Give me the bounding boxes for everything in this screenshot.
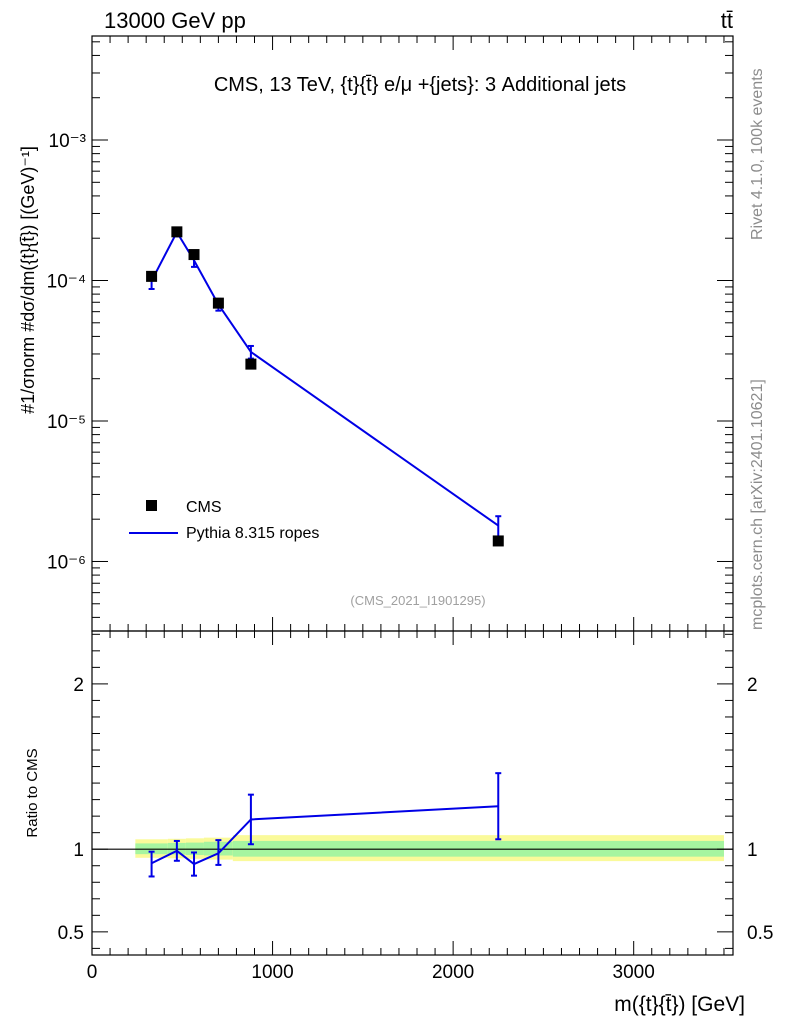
ratio-ytick-labels: 0.5 0.5 1 1 2 2 [58, 675, 774, 944]
header-left: 13000 GeV pp [104, 8, 246, 33]
ratio-panel-frame [91, 630, 734, 956]
top-y-axis-label: #1/σnorm #dσ/dm({t}{t̄}) [(GeV)⁻¹] [18, 146, 38, 414]
top-ytick-label: 10⁻⁵ [47, 412, 86, 433]
x-tick-label: 3000 [613, 962, 655, 983]
top-ticks [91, 36, 733, 631]
x-tick-labels: 0 1000 2000 3000 [87, 962, 655, 983]
cms-data-point [245, 358, 257, 370]
ratio-mc-line [151, 805, 499, 866]
ratio-ytick-label-left: 2 [73, 675, 84, 696]
ratio-ytick-label-right: 0.5 [747, 923, 773, 944]
cms-data-point [171, 226, 183, 238]
ratio-ytick-label-right: 1 [747, 840, 758, 861]
ratio-ytick-label-left: 0.5 [58, 923, 84, 944]
ratio-y-axis-label: Ratio to CMS [24, 748, 41, 837]
top-series [146, 226, 504, 547]
x-tick-label: 0 [87, 962, 98, 983]
ratio-band [135, 835, 724, 862]
legend-cms-label: CMS [186, 499, 222, 516]
ratio-ytick-label-left: 1 [73, 840, 84, 861]
top-ytick-label: 10⁻³ [49, 131, 87, 152]
legend: CMS Pythia 8.315 ropes [129, 499, 319, 542]
mc-line [150, 230, 499, 527]
top-ytick-label: 10⁻⁴ [47, 272, 86, 293]
ratio-panel: 0.5 0.5 1 1 2 2 0 1000 2000 3000 Ratio to CMS m(… [24, 630, 774, 1016]
ratio-ytick-label-right: 2 [747, 675, 758, 696]
top-ytick-label: 10⁻⁶ [47, 552, 86, 573]
plot-title: CMS, 13 TeV, {t}{t̄} e/μ +{jets}: 3 Addi… [214, 74, 626, 96]
analysis-watermark: (CMS_2021_I1901295) [350, 593, 485, 608]
legend-mc-label: Pythia 8.315 ropes [186, 525, 319, 542]
header-right: tt̄ [721, 8, 733, 33]
top-ytick-labels: 10⁻⁶ 10⁻⁵ 10⁻⁴ 10⁻³ [47, 131, 86, 573]
x-axis-label: m({t}{t̄}) [GeV] [614, 993, 745, 1016]
rivet-version-label: Rivet 4.1.0, 100k events [749, 68, 766, 240]
top-panel: CMS, 13 TeV, {t}{t̄} e/μ +{jets}: 3 Addi… [18, 35, 734, 632]
x-tick-label: 1000 [251, 962, 293, 983]
ratio-series [148, 772, 502, 878]
cms-data-point [492, 535, 504, 547]
ratio-ticks [91, 631, 733, 955]
cms-data-point [212, 297, 224, 309]
cms-data-point [188, 249, 200, 261]
cms-data-point [146, 270, 158, 282]
x-tick-label: 2000 [432, 962, 474, 983]
legend-cms-marker [146, 500, 157, 511]
mcplots-source-label: mcplots.cern.ch [arXiv:2401.10621] [749, 379, 766, 630]
